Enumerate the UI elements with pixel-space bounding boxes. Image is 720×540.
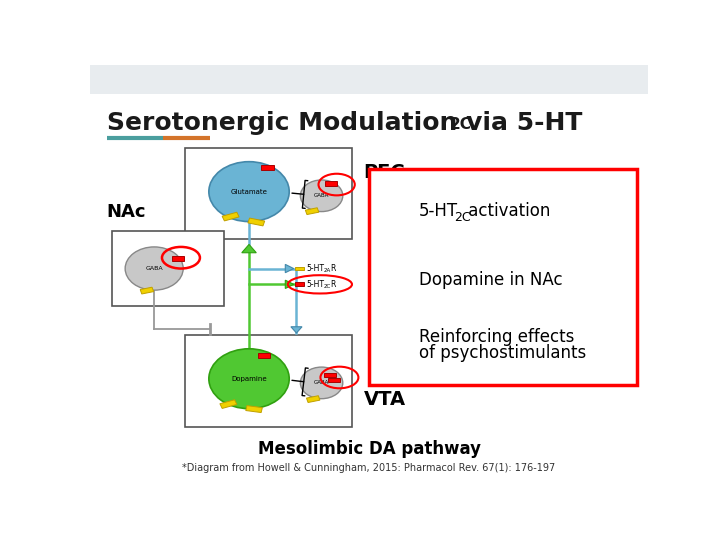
- Text: 5-HT: 5-HT: [306, 280, 324, 289]
- Text: Dopamine: Dopamine: [231, 376, 267, 382]
- Polygon shape: [248, 218, 265, 226]
- Text: activation: activation: [463, 202, 550, 220]
- Text: R: R: [330, 264, 336, 273]
- Polygon shape: [285, 280, 294, 288]
- Polygon shape: [305, 208, 319, 214]
- Text: GABA: GABA: [314, 193, 329, 198]
- Polygon shape: [172, 256, 184, 261]
- Bar: [369, 168, 636, 385]
- Circle shape: [300, 180, 343, 212]
- Text: Mesolimbic DA pathway: Mesolimbic DA pathway: [258, 441, 480, 458]
- Text: GABA: GABA: [314, 380, 329, 386]
- Polygon shape: [258, 353, 270, 357]
- Polygon shape: [242, 245, 256, 253]
- Text: GABA: GABA: [145, 266, 163, 271]
- Polygon shape: [291, 327, 302, 333]
- Polygon shape: [324, 373, 336, 377]
- Polygon shape: [295, 267, 305, 271]
- Polygon shape: [140, 287, 153, 294]
- Polygon shape: [261, 165, 274, 171]
- Text: Glutamate: Glutamate: [230, 188, 267, 194]
- Bar: [185, 335, 352, 427]
- Text: 5-HT: 5-HT: [419, 202, 459, 220]
- Text: 2A: 2A: [323, 268, 330, 273]
- Polygon shape: [328, 377, 340, 382]
- Text: 2C: 2C: [454, 211, 470, 224]
- Text: 2C: 2C: [323, 284, 330, 288]
- Text: Serotonergic Modulation via 5-HT: Serotonergic Modulation via 5-HT: [107, 111, 582, 134]
- Polygon shape: [222, 212, 239, 221]
- Polygon shape: [307, 396, 320, 402]
- Text: PFC: PFC: [364, 164, 405, 183]
- Bar: [185, 148, 352, 239]
- Polygon shape: [325, 181, 337, 186]
- Polygon shape: [220, 400, 237, 408]
- Text: Dopamine in NAc: Dopamine in NAc: [419, 271, 563, 289]
- Circle shape: [209, 161, 289, 221]
- Circle shape: [209, 349, 289, 409]
- Text: Reinforcing effects: Reinforcing effects: [419, 328, 575, 346]
- Text: 5-HT: 5-HT: [306, 264, 324, 273]
- Text: NAc: NAc: [107, 202, 146, 221]
- Text: R: R: [330, 280, 336, 289]
- Text: VTA: VTA: [364, 390, 405, 409]
- Text: 2C: 2C: [450, 117, 472, 132]
- Circle shape: [125, 247, 183, 290]
- Bar: [112, 231, 224, 306]
- Circle shape: [300, 367, 343, 399]
- Text: *Diagram from Howell & Cunningham, 2015: Pharmacol Rev. 67(1): 176-197: *Diagram from Howell & Cunningham, 2015:…: [182, 463, 556, 473]
- Bar: [90, 65, 648, 94]
- Polygon shape: [246, 406, 262, 413]
- Text: of psychostimulants: of psychostimulants: [419, 344, 587, 362]
- Polygon shape: [295, 282, 305, 286]
- Polygon shape: [285, 265, 294, 273]
